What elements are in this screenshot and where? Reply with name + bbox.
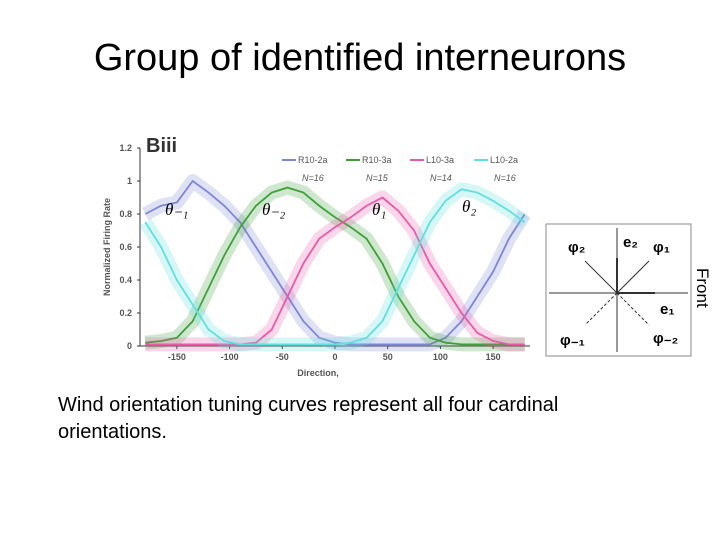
x-tick-label: 100 [433, 352, 448, 362]
diagram-frame [545, 223, 692, 357]
x-axis-title: Direction, [297, 368, 339, 378]
diagram-label: φ₋₂ [653, 330, 678, 347]
y-tick-label: 0.8 [119, 209, 132, 219]
annotation: θ₁ [372, 200, 386, 219]
diagram-label: φ₂ [568, 239, 585, 256]
axis-diagram: φ₂ e₂ φ₁ e₁ φ₋₁ φ₋₂ Front [545, 223, 712, 357]
chart: 0 0.2 0.4 0.6 0.8 1 1.2 -150 -100 -50 0 50 100 150 Dir… [102, 135, 531, 378]
x-tick-label: -100 [221, 352, 239, 362]
y-tick-label: 0.4 [119, 275, 132, 285]
x-tick-label: 150 [486, 352, 501, 362]
diagram-arrow [584, 260, 618, 294]
legend-n: N=16 [302, 173, 324, 183]
diagram-arrow [616, 260, 650, 294]
diagram-label: e₁ [660, 301, 675, 318]
annotation: θ₋₂ [262, 200, 285, 219]
legend-n: N=14 [430, 173, 452, 183]
series-line [144, 179, 526, 346]
legend-n: N=15 [366, 173, 389, 183]
y-tick-label: 0 [127, 341, 132, 351]
diagram-label: φ₁ [653, 239, 670, 256]
panel-label: Biii [146, 135, 177, 157]
diagram-arrow [584, 292, 618, 326]
slide-title: Group of identified interneurons [94, 37, 626, 79]
legend-n: N=16 [494, 173, 516, 183]
y-tick-label: 0.2 [119, 308, 132, 318]
legend-label: L10-2a [490, 155, 518, 165]
annotation: θ₋₁ [165, 200, 188, 219]
x-tick-label: -50 [276, 352, 289, 362]
y-tick-label: 0.6 [119, 242, 132, 252]
y-tick-label: 1 [127, 176, 132, 186]
series-line [144, 188, 526, 346]
x-tick-label: 0 [332, 352, 337, 362]
series-line [145, 196, 525, 346]
diagram-label: e₂ [623, 234, 638, 251]
diagram-arrow [616, 292, 650, 326]
caption-box: Wind orientation tuning curves represent… [58, 394, 559, 443]
y-tick-label: 1.2 [119, 143, 132, 153]
caption: Wind orientation tuning curves represent… [58, 394, 559, 443]
y-axis-title: Normalized Firing Rate [102, 198, 112, 296]
legend-label: R10-3a [362, 155, 392, 165]
annotation: θ₂ [462, 197, 476, 216]
x-tick-label: 50 [383, 352, 393, 362]
series-line [145, 186, 525, 346]
diagram-label: φ₋₁ [560, 332, 585, 349]
front-label: Front [693, 268, 712, 308]
legend-label: R10-2a [298, 155, 328, 165]
legend-label: L10-3a [426, 155, 454, 165]
x-tick-label: -150 [168, 352, 186, 362]
